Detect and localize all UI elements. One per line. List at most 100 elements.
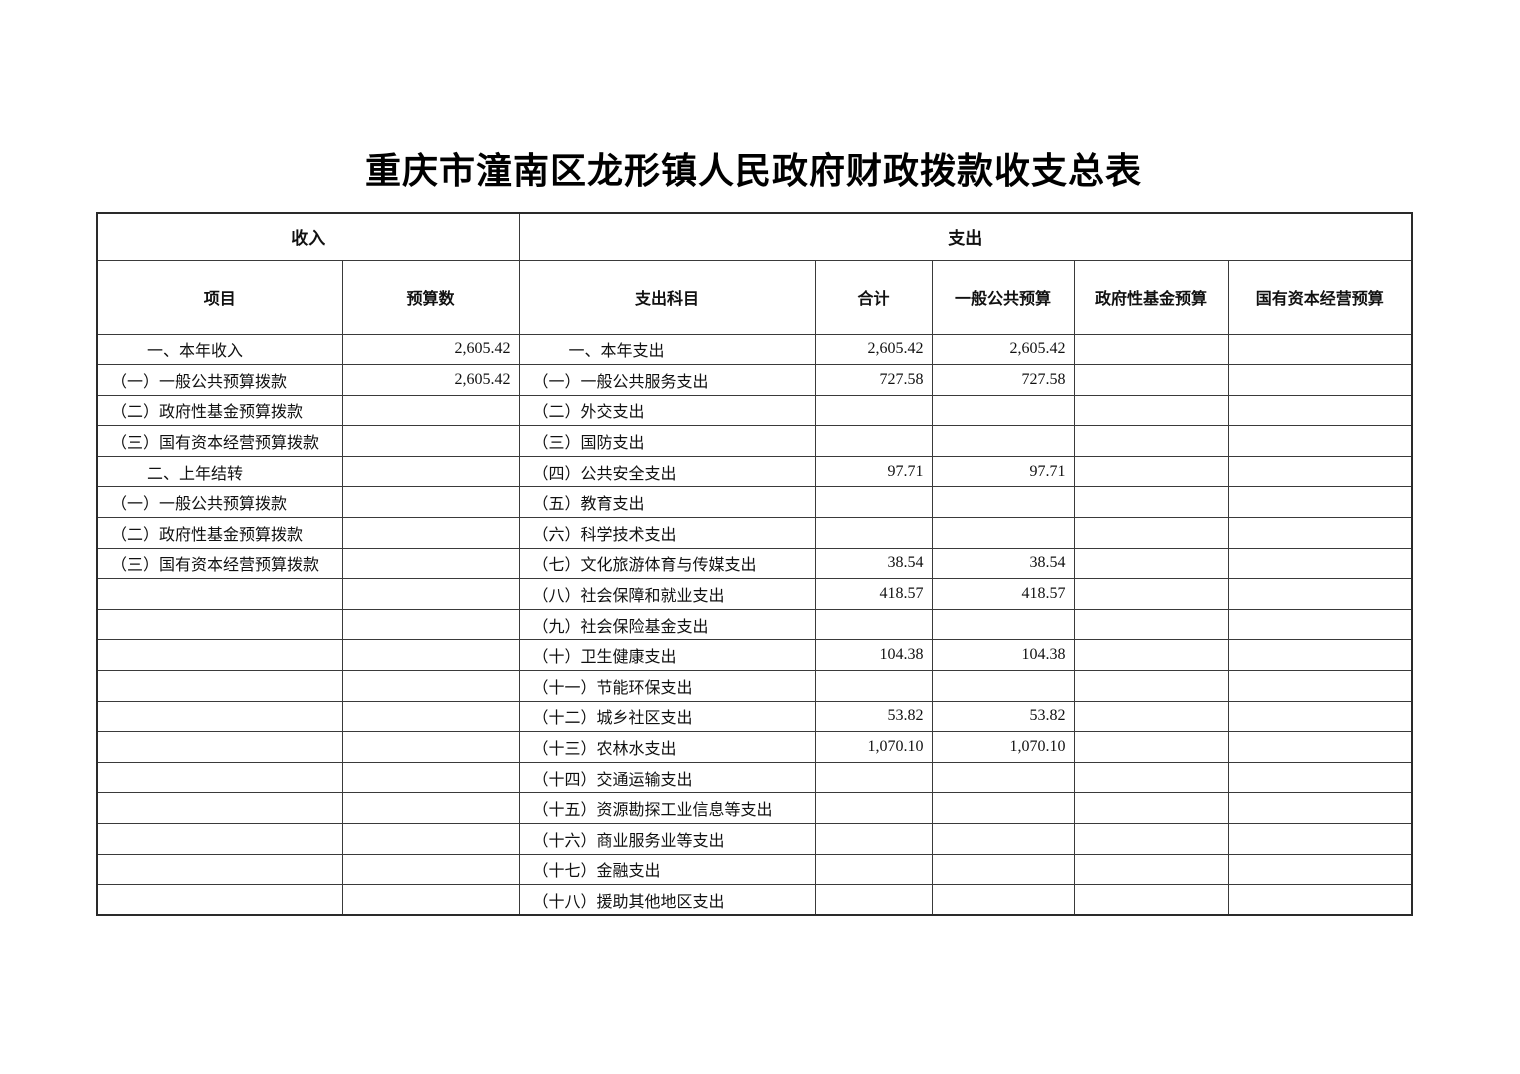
- header-income-group: 收入: [96, 212, 520, 261]
- state-capital-cell: [1227, 700, 1413, 733]
- expense-total-cell: 38.54: [814, 547, 933, 580]
- income-item-cell: （一）一般公共预算拨款: [96, 486, 343, 519]
- income-budget-cell: [341, 731, 520, 763]
- general-public-cell: 727.58: [931, 364, 1075, 396]
- state-capital-cell: [1227, 394, 1413, 427]
- general-public-cell: [931, 792, 1075, 824]
- state-capital-cell: [1227, 884, 1413, 916]
- state-capital-cell: [1227, 608, 1413, 641]
- state-capital-cell: [1227, 486, 1413, 519]
- header-state-capital-budget: 国有资本经营预算: [1227, 259, 1413, 335]
- table-body: 一、本年收入 2,605.42 一、本年支出 2,605.42 2,605.42…: [96, 333, 1413, 916]
- expense-total-cell: [814, 394, 933, 427]
- expense-total-cell: [814, 823, 933, 855]
- expense-total-cell: 418.57: [814, 578, 933, 610]
- general-public-cell: [931, 853, 1075, 886]
- expense-item-cell: （二）外交支出: [518, 394, 816, 427]
- header-income-budget: 预算数: [341, 259, 520, 335]
- state-capital-cell: [1227, 333, 1413, 366]
- table-row: 一、本年收入 2,605.42 一、本年支出 2,605.42 2,605.42: [96, 333, 1413, 366]
- income-budget-cell: 2,605.42: [341, 364, 520, 396]
- expense-total-cell: [814, 853, 933, 886]
- table-row: （十五）资源勘探工业信息等支出: [96, 792, 1413, 824]
- state-capital-cell: [1227, 761, 1413, 794]
- state-capital-cell: [1227, 578, 1413, 610]
- expense-item-cell: （十三）农林水支出: [518, 731, 816, 763]
- income-item-cell: [96, 578, 343, 610]
- header-income-item: 项目: [96, 259, 343, 335]
- page-title: 重庆市潼南区龙形镇人民政府财政拨款收支总表: [364, 150, 1142, 191]
- income-item-cell: （三）国有资本经营预算拨款: [96, 425, 343, 457]
- gov-fund-cell: [1073, 364, 1229, 396]
- income-item-cell: [96, 823, 343, 855]
- income-budget-cell: [341, 455, 520, 488]
- gov-fund-cell: [1073, 455, 1229, 488]
- general-public-cell: [931, 884, 1075, 916]
- income-item-cell: [96, 792, 343, 824]
- state-capital-cell: [1227, 823, 1413, 855]
- expense-item-cell: 一、本年支出: [518, 333, 816, 366]
- general-public-cell: 38.54: [931, 547, 1075, 580]
- header-expense-item: 支出科目: [518, 259, 816, 335]
- expense-item-cell: （八）社会保障和就业支出: [518, 578, 816, 610]
- income-item-cell: [96, 731, 343, 763]
- income-budget-cell: [341, 608, 520, 641]
- income-item-cell: （二）政府性基金预算拨款: [96, 517, 343, 549]
- gov-fund-cell: [1073, 639, 1229, 672]
- general-public-cell: [931, 425, 1075, 457]
- expense-total-cell: [814, 761, 933, 794]
- income-item-cell: [96, 700, 343, 733]
- table-row: （三）国有资本经营预算拨款 （七）文化旅游体育与传媒支出 38.54 38.54: [96, 547, 1413, 580]
- expense-item-cell: （五）教育支出: [518, 486, 816, 519]
- income-budget-cell: [341, 486, 520, 519]
- expense-total-cell: [814, 670, 933, 702]
- expense-item-cell: （十七）金融支出: [518, 853, 816, 886]
- income-item-cell: （三）国有资本经营预算拨款: [96, 547, 343, 580]
- general-public-cell: 2,605.42: [931, 333, 1075, 366]
- state-capital-cell: [1227, 517, 1413, 549]
- state-capital-cell: [1227, 731, 1413, 763]
- state-capital-cell: [1227, 792, 1413, 824]
- gov-fund-cell: [1073, 792, 1229, 824]
- table-row: （二）政府性基金预算拨款 （六）科学技术支出: [96, 517, 1413, 549]
- general-public-cell: [931, 394, 1075, 427]
- header-columns-row: 项目 预算数 支出科目 合计 一般公共预算 政府性基金预算 国有资本经营预算: [96, 259, 1413, 335]
- expense-item-cell: （十一）节能环保支出: [518, 670, 816, 702]
- gov-fund-cell: [1073, 761, 1229, 794]
- table-row: （十三）农林水支出 1,070.10 1,070.10: [96, 731, 1413, 763]
- income-budget-cell: [341, 670, 520, 702]
- state-capital-cell: [1227, 670, 1413, 702]
- expense-total-cell: [814, 486, 933, 519]
- general-public-cell: [931, 823, 1075, 855]
- expense-item-cell: （四）公共安全支出: [518, 455, 816, 488]
- expense-total-cell: 2,605.42: [814, 333, 933, 366]
- table-row: （十六）商业服务业等支出: [96, 823, 1413, 855]
- gov-fund-cell: [1073, 853, 1229, 886]
- income-budget-cell: [341, 792, 520, 824]
- income-item-cell: [96, 639, 343, 672]
- income-item-cell: [96, 608, 343, 641]
- general-public-cell: [931, 608, 1075, 641]
- state-capital-cell: [1227, 455, 1413, 488]
- expense-item-cell: （十二）城乡社区支出: [518, 700, 816, 733]
- expense-item-cell: （三）国防支出: [518, 425, 816, 457]
- income-budget-cell: [341, 578, 520, 610]
- expense-total-cell: [814, 608, 933, 641]
- table-header: 收入 支出 项目 预算数 支出科目 合计 一般公共预算 政府性基金预算 国有资本…: [96, 212, 1413, 335]
- income-item-cell: [96, 853, 343, 886]
- table-row: （九）社会保险基金支出: [96, 608, 1413, 641]
- expense-total-cell: [814, 792, 933, 824]
- income-budget-cell: [341, 517, 520, 549]
- table-row: （十七）金融支出: [96, 853, 1413, 886]
- general-public-cell: [931, 761, 1075, 794]
- income-budget-cell: [341, 853, 520, 886]
- income-item-cell: 一、本年收入: [96, 333, 343, 366]
- gov-fund-cell: [1073, 608, 1229, 641]
- income-item-cell: （二）政府性基金预算拨款: [96, 394, 343, 427]
- table-row: 二、上年结转 （四）公共安全支出 97.71 97.71: [96, 455, 1413, 488]
- gov-fund-cell: [1073, 578, 1229, 610]
- header-expense-group: 支出: [518, 212, 1413, 261]
- general-public-cell: [931, 670, 1075, 702]
- general-public-cell: [931, 517, 1075, 549]
